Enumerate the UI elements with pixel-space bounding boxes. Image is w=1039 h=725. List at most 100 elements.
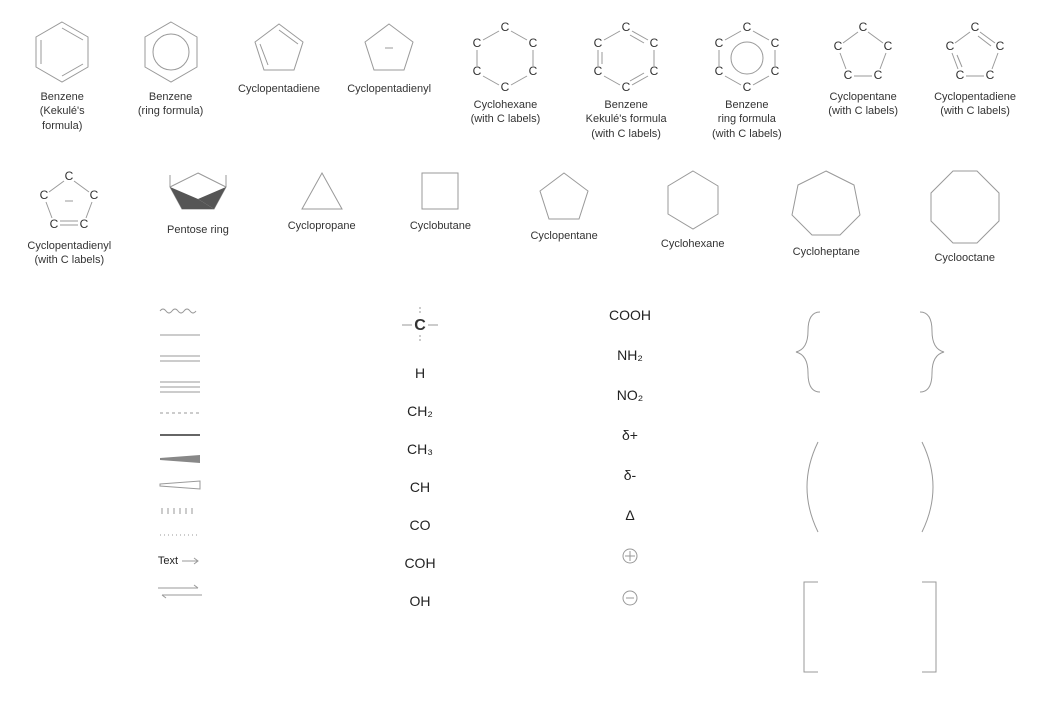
shape-benzene-kekule-c: C C C C C C BenzeneKekulé's formula(with…: [578, 20, 675, 141]
chem-symbol: CH₂: [407, 403, 433, 419]
shape-cyclooctane: Cyclooctane: [911, 169, 1019, 268]
svg-text:C: C: [650, 64, 659, 78]
shape-label: Cyclohexane(with C labels): [471, 98, 541, 127]
svg-text:C: C: [65, 169, 74, 183]
carbon-bonds-icon: C: [402, 307, 438, 343]
shape-label: Benzenering formula(with C labels): [712, 98, 782, 141]
shape-cyclobutane: Cyclobutane: [396, 169, 485, 268]
shape-label: Cyclopentadiene: [238, 82, 320, 96]
shape-cyclopentadienyl-c: C C C C C Cyclopentadienyl(with C labels…: [20, 169, 119, 268]
svg-text:C: C: [742, 20, 751, 34]
circle-minus-icon: [621, 589, 639, 607]
shape-benzene-ring: Benzene(ring formula): [128, 20, 212, 141]
single-line-icon: [160, 333, 200, 337]
curly-brackets-icon: [790, 307, 950, 397]
brackets-column: [760, 307, 980, 677]
svg-text:C: C: [40, 188, 49, 202]
svg-text:C: C: [956, 68, 965, 82]
chem-symbol: δ+: [622, 427, 638, 443]
svg-text:C: C: [834, 39, 843, 53]
square-brackets-icon: [790, 577, 950, 677]
shape-label: Benzene(Kekulé's formula): [20, 90, 104, 133]
chem-symbol: COOH: [609, 307, 651, 323]
svg-text:C: C: [714, 64, 723, 78]
shape-label: Pentose ring: [167, 223, 229, 237]
chem-symbol: OH: [410, 593, 431, 609]
row-2: C C C C C Cyclopentadienyl(with C labels…: [20, 169, 1019, 268]
svg-text:C: C: [986, 68, 995, 82]
bond-lines-column: Text: [100, 307, 260, 599]
shape-label: Benzene(ring formula): [138, 90, 203, 119]
wedge-icon: [160, 455, 200, 463]
chem-symbol: NH₂: [617, 347, 643, 363]
round-brackets-icon: [790, 437, 950, 537]
shape-benzene-ring-c: C C C C C C Benzenering formula(with C l…: [698, 20, 795, 141]
chem-column-1: C H CH₂ CH₃ CH CO COH OH: [320, 307, 520, 609]
chem-symbol: H: [415, 365, 425, 381]
circle-plus-icon: [621, 547, 639, 565]
shape-label: Cyclooctane: [934, 251, 995, 265]
shape-cyclopentadienyl: Cyclopentadienyl: [345, 20, 433, 141]
wavy-line-icon: [160, 307, 200, 315]
shape-label: Cyclopentadiene(with C labels): [934, 90, 1016, 119]
hash-line-icon: [160, 507, 200, 515]
shape-benzene-kekule: Benzene(Kekulé's formula): [20, 20, 104, 141]
svg-text:C: C: [650, 36, 659, 50]
dot-line-icon: [160, 533, 200, 537]
shape-cyclohexane: Cyclohexane: [643, 169, 742, 268]
svg-text:C: C: [971, 20, 980, 34]
svg-text:C: C: [594, 36, 603, 50]
shape-cycloheptane: Cycloheptane: [772, 169, 880, 268]
svg-text:C: C: [996, 39, 1005, 53]
hollow-wedge-icon: [160, 481, 200, 489]
double-line-icon: [160, 355, 200, 363]
shape-label: Cyclohexane: [661, 237, 725, 251]
svg-text:C: C: [770, 64, 779, 78]
svg-text:C: C: [501, 80, 510, 94]
chem-symbol: CH: [410, 479, 430, 495]
row-1: Benzene(Kekulé's formula) Benzene(ring f…: [20, 20, 1019, 141]
chem-symbol: COH: [404, 555, 435, 571]
shape-label: Cyclopentadienyl: [347, 82, 431, 96]
svg-text:C: C: [50, 217, 59, 231]
svg-text:C: C: [884, 39, 893, 53]
svg-text:C: C: [622, 80, 631, 94]
svg-text:C: C: [844, 68, 853, 82]
shape-label: Cycloheptane: [793, 245, 860, 259]
svg-text:C: C: [80, 217, 89, 231]
svg-text:C: C: [874, 68, 883, 82]
dashed-line-icon: [160, 411, 200, 415]
shape-cyclopentane-c: C C C C C Cyclopentane(with C labels): [819, 20, 907, 141]
chem-symbol: δ-: [624, 467, 636, 483]
lower-section: Text C H CH₂ CH₃ CH CO COH OH COOH NH₂ N…: [20, 307, 1019, 677]
shape-label: Cyclopropane: [288, 219, 356, 233]
shape-label: Cyclopentane: [530, 229, 597, 243]
shape-cyclopentane: Cyclopentane: [515, 169, 614, 268]
text-arrow: Text: [158, 555, 202, 567]
svg-text:C: C: [529, 64, 538, 78]
svg-text:C: C: [594, 64, 603, 78]
svg-text:C: C: [622, 20, 631, 34]
text-label: Text: [158, 555, 178, 567]
shape-cyclopropane: Cyclopropane: [277, 169, 366, 268]
shape-label: Cyclobutane: [410, 219, 471, 233]
svg-text:C: C: [90, 188, 99, 202]
chem-symbol: CO: [410, 517, 431, 533]
shape-cyclohexane-c: C C C C C C Cyclohexane(with C labels): [457, 20, 554, 141]
svg-text:C: C: [501, 20, 510, 34]
shape-label: Cyclopentane(with C labels): [828, 90, 898, 119]
svg-text:C: C: [414, 318, 426, 335]
svg-text:C: C: [946, 39, 955, 53]
triple-line-icon: [160, 381, 200, 393]
svg-text:C: C: [473, 36, 482, 50]
bold-line-icon: [160, 433, 200, 437]
chem-symbol: Δ: [625, 507, 634, 523]
shape-pentose-ring: Pentose ring: [149, 169, 248, 268]
svg-text:C: C: [473, 64, 482, 78]
chem-symbol: NO₂: [617, 387, 643, 403]
shape-label: BenzeneKekulé's formula(with C labels): [586, 98, 667, 141]
svg-text:C: C: [529, 36, 538, 50]
equilibrium-arrows-icon: [158, 585, 202, 599]
svg-text:C: C: [742, 80, 751, 94]
chem-column-2: COOH NH₂ NO₂ δ+ δ- Δ: [540, 307, 720, 607]
